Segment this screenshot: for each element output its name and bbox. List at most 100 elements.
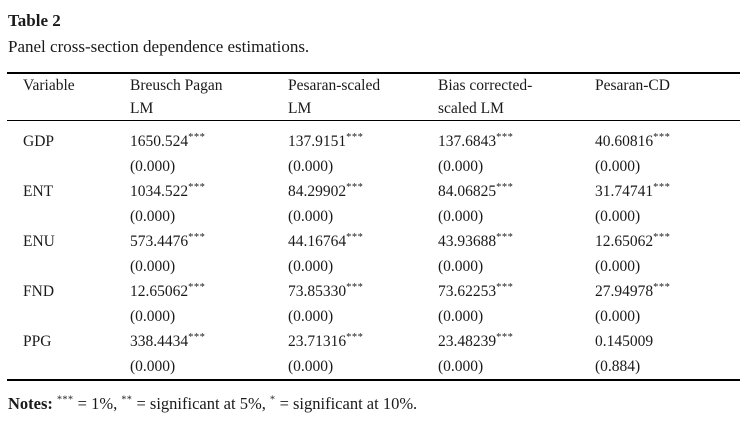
statistic: 0.145009 bbox=[595, 333, 654, 350]
statistic: 137.6843 bbox=[438, 133, 497, 150]
significance-stars: *** bbox=[188, 131, 206, 143]
stat-value: 573.4476*** bbox=[130, 229, 288, 254]
table-header: Variable Breusch Pagan LM Pesaran-scaled… bbox=[7, 73, 740, 121]
stat-value: 23.71316*** bbox=[288, 329, 438, 354]
stat-value: 23.48239*** bbox=[438, 329, 595, 354]
statistic: 44.16764 bbox=[288, 233, 347, 250]
table-row-ppg: PPG 338.4434*** (0.000) 23.71316*** (0.000… bbox=[7, 329, 740, 380]
statistic: 84.29902 bbox=[288, 183, 347, 200]
significance-stars: *** bbox=[346, 131, 364, 143]
stat-value: 1650.524*** bbox=[130, 129, 288, 154]
stat-cell: 73.62253*** (0.000) bbox=[438, 279, 595, 329]
stat-cell: 31.74741*** (0.000) bbox=[595, 179, 740, 229]
stat-value: 73.85330*** bbox=[288, 279, 438, 304]
notes-text: = significant at 5%, bbox=[132, 394, 270, 413]
col-header-pesaran-scaled-lm: Pesaran-scaled LM bbox=[288, 73, 438, 121]
stat-cell: 12.65062*** (0.000) bbox=[595, 229, 740, 279]
p-value: (0.000) bbox=[288, 358, 334, 375]
stat-cell: 73.85330*** (0.000) bbox=[288, 279, 438, 329]
significance-stars: *** bbox=[653, 281, 671, 293]
statistic: 338.4434 bbox=[130, 333, 189, 350]
notes-text: = significant at 10%. bbox=[275, 394, 418, 413]
p-value: (0.000) bbox=[130, 208, 176, 225]
significance-stars: *** bbox=[188, 281, 206, 293]
header-line1: Pesaran-CD bbox=[595, 77, 670, 94]
p-value: (0.000) bbox=[130, 258, 176, 275]
stat-value: 137.6843*** bbox=[438, 129, 595, 154]
header-line1: Breusch Pagan bbox=[130, 77, 223, 94]
p-value: (0.000) bbox=[288, 308, 334, 325]
variable-cell: GDP bbox=[23, 133, 55, 150]
significance-stars: *** bbox=[57, 394, 74, 406]
statistic: 137.9151 bbox=[288, 133, 347, 150]
significance-stars: ** bbox=[121, 394, 133, 406]
header-line1: Variable bbox=[23, 77, 75, 94]
stat-value: 27.94978*** bbox=[595, 279, 740, 304]
p-value: (0.000) bbox=[595, 308, 641, 325]
col-header-variable: Variable bbox=[7, 73, 130, 121]
significance-stars: *** bbox=[346, 181, 364, 193]
statistic: 1034.522 bbox=[130, 183, 189, 200]
stat-cell: 1034.522*** (0.000) bbox=[130, 179, 288, 229]
stat-value: 1034.522*** bbox=[130, 179, 288, 204]
statistic: 73.85330 bbox=[288, 283, 347, 300]
header-line2: LM bbox=[130, 100, 154, 117]
variable-cell: PPG bbox=[23, 333, 52, 350]
stat-value: 12.65062*** bbox=[595, 229, 740, 254]
cross-section-dependence-table: Variable Breusch Pagan LM Pesaran-scaled… bbox=[7, 72, 740, 381]
stat-value: 12.65062*** bbox=[130, 279, 288, 304]
p-value: (0.000) bbox=[595, 158, 641, 175]
stat-value: 84.29902*** bbox=[288, 179, 438, 204]
stat-value: 73.62253*** bbox=[438, 279, 595, 304]
header-line1: Bias corrected- bbox=[438, 77, 533, 94]
significance-stars: *** bbox=[496, 331, 514, 343]
stat-value: 137.9151*** bbox=[288, 129, 438, 154]
stat-value: 0.145009 bbox=[595, 329, 740, 354]
statistic: 84.06825 bbox=[438, 183, 497, 200]
statistic: 1650.524 bbox=[130, 133, 189, 150]
stat-cell: 137.6843*** (0.000) bbox=[438, 121, 595, 180]
significance-stars: *** bbox=[496, 281, 514, 293]
significance-stars: *** bbox=[496, 131, 514, 143]
col-header-bias-corrected-scaled-lm: Bias corrected- scaled LM bbox=[438, 73, 595, 121]
table-row-fnd: FND 12.65062*** (0.000) 73.85330*** (0.000… bbox=[7, 279, 740, 329]
p-value: (0.000) bbox=[438, 358, 484, 375]
significance-stars: *** bbox=[188, 181, 206, 193]
stat-cell: 338.4434*** (0.000) bbox=[130, 329, 288, 380]
col-header-pesaran-cd: Pesaran-CD bbox=[595, 73, 740, 121]
notes-label: Notes: bbox=[8, 394, 58, 413]
table-row-gdp: GDP 1650.524*** (0.000) 137.9151*** (0.000… bbox=[7, 121, 740, 180]
statistic: 27.94978 bbox=[595, 283, 654, 300]
p-value: (0.000) bbox=[595, 208, 641, 225]
stat-cell: 23.71316*** (0.000) bbox=[288, 329, 438, 380]
stat-value: 84.06825*** bbox=[438, 179, 595, 204]
header-row: Variable Breusch Pagan LM Pesaran-scaled… bbox=[7, 73, 740, 121]
statistic: 23.71316 bbox=[288, 333, 347, 350]
p-value: (0.000) bbox=[595, 258, 641, 275]
statistic: 23.48239 bbox=[438, 333, 497, 350]
table-title: Table 2 bbox=[8, 11, 61, 30]
statistic: 43.93688 bbox=[438, 233, 497, 250]
significance-stars: *** bbox=[653, 231, 671, 243]
p-value: (0.000) bbox=[438, 158, 484, 175]
p-value: (0.884) bbox=[595, 358, 641, 375]
significance-stars: *** bbox=[188, 331, 206, 343]
stat-cell: 137.9151*** (0.000) bbox=[288, 121, 438, 180]
stat-cell: 23.48239*** (0.000) bbox=[438, 329, 595, 380]
statistic: 73.62253 bbox=[438, 283, 497, 300]
p-value: (0.000) bbox=[288, 158, 334, 175]
significance-stars: *** bbox=[188, 231, 206, 243]
stat-cell: 84.29902*** (0.000) bbox=[288, 179, 438, 229]
stat-cell: 40.60816*** (0.000) bbox=[595, 121, 740, 180]
stat-value: 338.4434*** bbox=[130, 329, 288, 354]
p-value: (0.000) bbox=[130, 308, 176, 325]
table-row-ent: ENT 1034.522*** (0.000) 84.29902*** (0.000… bbox=[7, 179, 740, 229]
significance-stars: *** bbox=[496, 181, 514, 193]
p-value: (0.000) bbox=[130, 158, 176, 175]
header-line2: LM bbox=[288, 100, 312, 117]
statistic: 40.60816 bbox=[595, 133, 654, 150]
header-line2: scaled LM bbox=[438, 100, 504, 117]
stat-cell: 27.94978*** (0.000) bbox=[595, 279, 740, 329]
p-value: (0.000) bbox=[288, 258, 334, 275]
